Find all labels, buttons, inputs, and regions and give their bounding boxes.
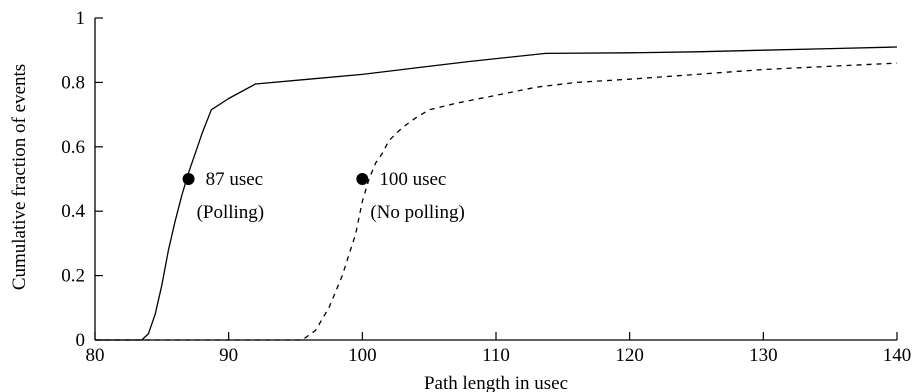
axes: 80 90 100 110 120 130 140 0 0.2 0.4 0.6 0.8 1: [61, 8, 911, 366]
series-layer: [95, 46, 898, 341]
annotation-layer: 87 usec (Polling) 100 usec (No polling): [182, 169, 465, 223]
x-tick-label: 130: [749, 345, 778, 366]
x-tick-label: 80: [86, 345, 105, 366]
series-line-no-polling: [95, 62, 898, 341]
y-axis-title: Cumulative fraction of events: [9, 64, 30, 290]
annotation-mode-label: (No polling): [370, 202, 464, 223]
y-tick-label: 1: [76, 8, 86, 29]
x-tick-label: 140: [883, 345, 912, 366]
annotation-mode-label: (Polling): [197, 202, 265, 223]
x-tick-label: 100: [348, 345, 377, 366]
y-tick-label: 0.4: [61, 201, 85, 222]
annotation-marker: [182, 173, 195, 185]
annotation-marker: [356, 173, 369, 185]
series-line-polling: [95, 46, 898, 341]
y-tick-label: 0.8: [61, 72, 85, 93]
x-tick-label: 120: [615, 345, 644, 366]
y-tick-label: 0.2: [61, 266, 85, 287]
x-axis-title: Path length in usec: [424, 373, 568, 392]
y-tick-label: 0: [76, 330, 86, 351]
y-tick-label: 0.6: [61, 137, 85, 158]
x-tick-label: 90: [219, 345, 238, 366]
annotation-value-label: 100 usec: [379, 169, 446, 190]
annotation-value-label: 87 usec: [206, 169, 264, 190]
x-tick-label: 110: [482, 345, 510, 366]
